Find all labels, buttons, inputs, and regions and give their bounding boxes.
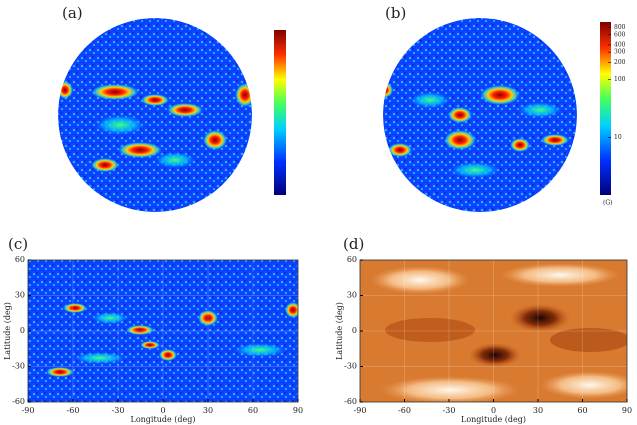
x-tick-label: 60 <box>248 406 258 415</box>
y-tick-label: -30 <box>344 362 357 371</box>
y-tick-label: 0 <box>20 326 25 335</box>
y-tick-label: 60 <box>15 255 25 264</box>
colorbar-tick-label: 400 <box>614 41 626 48</box>
x-axis-label: Longitude (deg) <box>461 415 526 424</box>
x-tick-label: 0 <box>160 406 165 415</box>
colorbar-tick-label: 300 <box>614 49 626 56</box>
y-axis-label: Latitude (deg) <box>335 302 344 360</box>
x-tick-label: 30 <box>533 406 543 415</box>
panel-label: (c) <box>8 235 28 253</box>
y-tick-label: 30 <box>15 291 25 300</box>
colorbar-tick-label: 200 <box>614 59 626 66</box>
colorbar-a <box>274 30 286 195</box>
y-tick-label: -60 <box>12 397 25 406</box>
x-tick-label: -90 <box>22 406 35 415</box>
y-tick-label: -30 <box>12 362 25 371</box>
colorbar-tick-label: 600 <box>614 31 626 38</box>
x-tick-label: 90 <box>293 406 303 415</box>
colorbar-tick-label: 10 <box>614 134 622 141</box>
sun-disk-b <box>383 18 577 212</box>
x-tick-label: -60 <box>67 406 80 415</box>
y-tick-label: 60 <box>347 255 357 264</box>
map-d <box>360 260 627 402</box>
colorbar-b <box>600 22 611 195</box>
y-tick-label: 0 <box>352 326 357 335</box>
y-tick-label: -60 <box>344 397 357 406</box>
colorbar-unit: (G) <box>603 200 612 207</box>
x-axis-label: Longitude (deg) <box>131 415 196 424</box>
panel-label: (b) <box>385 4 406 22</box>
x-tick-label: 30 <box>203 406 213 415</box>
x-tick-label: 60 <box>577 406 587 415</box>
x-tick-label: -60 <box>398 406 411 415</box>
x-tick-label: -30 <box>112 406 125 415</box>
x-tick-label: 90 <box>622 406 632 415</box>
x-tick-label: -90 <box>354 406 367 415</box>
colorbar-tick-label: 800 <box>614 24 626 31</box>
panel-label: (d) <box>343 235 364 253</box>
x-tick-label: 0 <box>491 406 496 415</box>
panel-label: (a) <box>62 4 83 22</box>
y-tick-label: 30 <box>347 291 357 300</box>
map-c <box>28 260 298 402</box>
y-axis-label: Latitude (deg) <box>3 302 12 360</box>
x-tick-label: -30 <box>443 406 456 415</box>
sun-disk-a <box>58 18 252 212</box>
colorbar-tick-label: 100 <box>614 76 626 83</box>
